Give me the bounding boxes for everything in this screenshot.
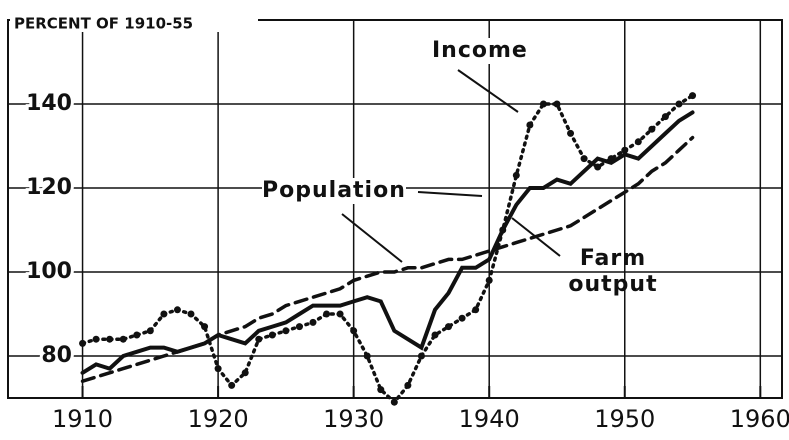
point: [485, 276, 493, 284]
x-tick-label: 1910: [52, 405, 113, 433]
point: [241, 369, 249, 377]
point: [661, 113, 669, 121]
point: [336, 310, 344, 318]
point: [146, 327, 154, 335]
point: [594, 163, 602, 171]
y-tick-label: 80: [41, 343, 72, 368]
point: [404, 381, 412, 389]
x-tick-label: 1940: [459, 405, 520, 433]
point: [79, 339, 87, 347]
point: [309, 318, 317, 326]
point: [201, 323, 209, 331]
point: [160, 310, 168, 318]
chart-title: PERCENT OF 1910-55: [14, 15, 193, 33]
y-tick-label: 120: [26, 175, 72, 200]
leader-line: [341, 213, 403, 263]
x-tick-label: 1930: [323, 405, 384, 433]
point: [323, 310, 331, 318]
point: [417, 352, 425, 360]
point: [580, 155, 588, 163]
point: [187, 310, 195, 318]
point: [133, 331, 141, 339]
point: [350, 327, 358, 335]
point: [648, 125, 656, 133]
point: [255, 335, 263, 343]
series-label: Population: [262, 178, 406, 204]
x-tick-label: 1920: [188, 405, 249, 433]
point: [634, 138, 642, 146]
point: [390, 398, 398, 406]
point: [621, 146, 629, 154]
point: [92, 335, 100, 343]
y-tick-label: 140: [26, 91, 72, 116]
point: [458, 314, 466, 322]
point: [512, 171, 520, 179]
x-tick-label: 1960: [730, 405, 789, 433]
point: [377, 386, 385, 394]
series-line: [80, 110, 695, 375]
leader-line: [417, 191, 483, 197]
point: [431, 331, 439, 339]
point: [526, 121, 534, 129]
point: [295, 323, 303, 331]
point: [445, 323, 453, 331]
point: [539, 100, 547, 108]
point: [567, 129, 575, 137]
point: [106, 335, 114, 343]
series-label: Farm output: [568, 246, 658, 297]
leader-line: [457, 69, 519, 113]
point: [173, 306, 181, 314]
x-tick-label: 1950: [594, 405, 655, 433]
point: [472, 306, 480, 314]
point: [119, 335, 127, 343]
point: [675, 100, 683, 108]
title-bg: [10, 12, 258, 32]
series-label: Income: [432, 38, 528, 64]
point: [363, 352, 371, 360]
point: [268, 331, 276, 339]
leader-line: [511, 217, 561, 257]
point: [282, 327, 290, 335]
point: [689, 92, 697, 100]
point: [553, 100, 561, 108]
point: [214, 365, 222, 373]
point: [228, 381, 236, 389]
plot-frame: [7, 19, 783, 399]
y-tick-label: 100: [26, 259, 72, 284]
